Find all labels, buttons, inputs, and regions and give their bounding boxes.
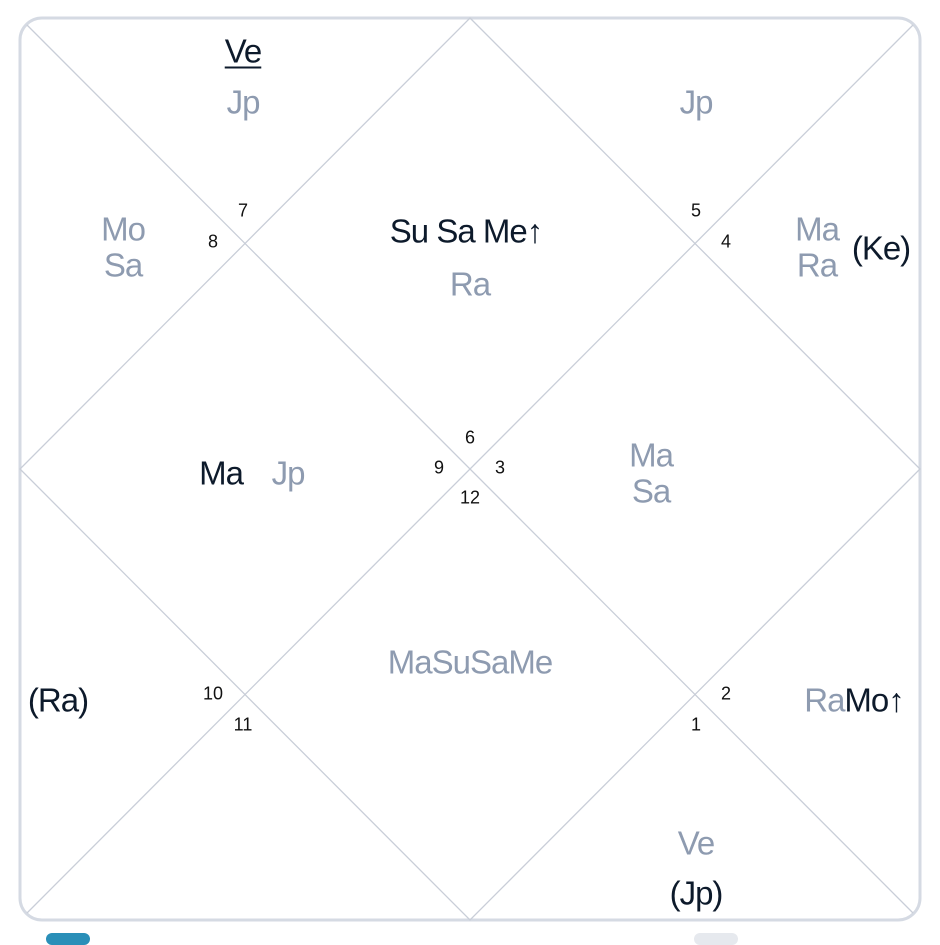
planet-label: Ma xyxy=(795,210,840,248)
house-number: 9 xyxy=(433,457,445,478)
planet-label: (Jp) xyxy=(669,874,724,912)
planet-label: Ve xyxy=(224,32,263,70)
planet-group: RaMo↑ xyxy=(804,681,905,719)
house-number: 1 xyxy=(690,714,702,735)
planet-label: Ve xyxy=(677,824,716,862)
planet-label: Jp xyxy=(226,83,261,121)
house-number: 3 xyxy=(494,457,506,478)
planet-label: Sa xyxy=(103,246,143,284)
planet-label: Ra xyxy=(449,265,491,303)
planet-label: (Ke) xyxy=(851,229,911,267)
planet-label: Ma xyxy=(629,436,674,474)
inner-diamond xyxy=(19,17,921,921)
house-number: 6 xyxy=(464,427,476,448)
planet-label: Jp xyxy=(271,454,306,492)
house-number: 12 xyxy=(459,487,481,508)
planet-label: (Ra) xyxy=(27,681,89,719)
partial-button[interactable] xyxy=(694,933,738,945)
planet-label: Mo xyxy=(101,210,146,248)
house-number: 4 xyxy=(720,231,732,252)
house-number: 10 xyxy=(202,683,224,704)
diagonal-line xyxy=(26,24,914,914)
partial-button[interactable] xyxy=(46,933,90,945)
house-number: 8 xyxy=(207,231,219,252)
planet-label: Ra xyxy=(804,681,845,719)
planet-label: Sa xyxy=(631,472,671,510)
planet-label: MaSuSaMe xyxy=(387,643,553,681)
house-number: 7 xyxy=(237,200,249,221)
planet-label: Mo↑ xyxy=(844,681,904,719)
planet-label: Jp xyxy=(679,83,714,121)
house-number: 2 xyxy=(720,683,732,704)
planet-label: Ma xyxy=(199,454,244,492)
house-number: 11 xyxy=(233,714,253,735)
planet-label: Su Sa Me↑ xyxy=(389,212,543,250)
house-number: 5 xyxy=(690,200,702,221)
planet-label: Ra xyxy=(796,246,838,284)
